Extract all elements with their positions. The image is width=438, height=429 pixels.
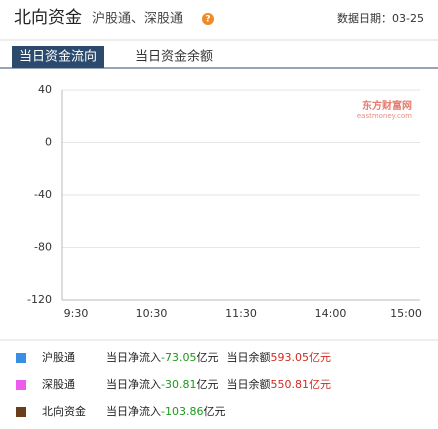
watermark: 东方财富网 [362, 99, 412, 112]
y-tick-label: 0 [45, 136, 52, 149]
legend-swatch [16, 380, 26, 390]
legend-net-inflow-unit: 亿元 [196, 351, 218, 364]
legend-stats: 当日净流入-73.05亿元 当日余额593.05亿元 [106, 350, 331, 364]
watermark-sub: eastmoney.com [357, 112, 412, 120]
legend-balance: 550.81 [270, 378, 309, 391]
x-tick-label: 11:30 [225, 307, 257, 320]
legend-swatch [16, 353, 26, 363]
x-tick-label: 14:00 [315, 307, 347, 320]
data-date: 数据日期：03-25 [337, 11, 424, 25]
legend-net-inflow-unit: 亿元 [203, 405, 225, 418]
legend-net-inflow-label: 当日净流入 [106, 404, 161, 418]
x-tick-label: 9:30 [64, 307, 89, 320]
help-icon-bg[interactable] [202, 13, 214, 25]
x-tick-label: 10:30 [136, 307, 168, 320]
legend-balance-label: 当日余额 [226, 350, 270, 364]
legend-balance-unit: 亿元 [309, 378, 331, 391]
help-icon[interactable]: ? [205, 15, 210, 25]
x-tick-label: 15:00 [390, 307, 422, 320]
legend-net-inflow-label: 当日净流入 [106, 350, 161, 364]
legend-net-inflow-unit: 亿元 [196, 378, 218, 391]
legend-swatch [16, 407, 26, 417]
legend-stats: 当日净流入-103.86亿元 [106, 404, 225, 418]
legend-stats: 当日净流入-30.81亿元 当日余额550.81亿元 [106, 377, 331, 391]
legend-name: 北向资金 [42, 404, 86, 418]
legend-balance-unit: 亿元 [309, 351, 331, 364]
tab[interactable]: 当日资金余额 [135, 49, 213, 65]
title: 北向资金 [14, 8, 82, 28]
tab-active-bg[interactable] [12, 46, 104, 68]
legend-name: 深股通 [42, 378, 75, 391]
y-tick-label: -120 [27, 293, 52, 306]
legend-net-inflow: -73.05 [161, 351, 196, 364]
y-tick-label: 40 [38, 83, 52, 96]
legend-net-inflow-label: 当日净流入 [106, 377, 161, 391]
y-tick-label: -80 [34, 241, 52, 254]
legend-balance: 593.05 [270, 351, 309, 364]
tab[interactable]: 当日资金流向 [19, 49, 97, 65]
subtitle: 沪股通、深股通 [92, 11, 183, 27]
legend-net-inflow: -103.86 [161, 405, 203, 418]
legend-net-inflow: -30.81 [161, 378, 196, 391]
y-tick-label: -40 [34, 188, 52, 201]
legend-name: 沪股通 [42, 350, 75, 364]
legend-balance-label: 当日余额 [226, 377, 270, 391]
